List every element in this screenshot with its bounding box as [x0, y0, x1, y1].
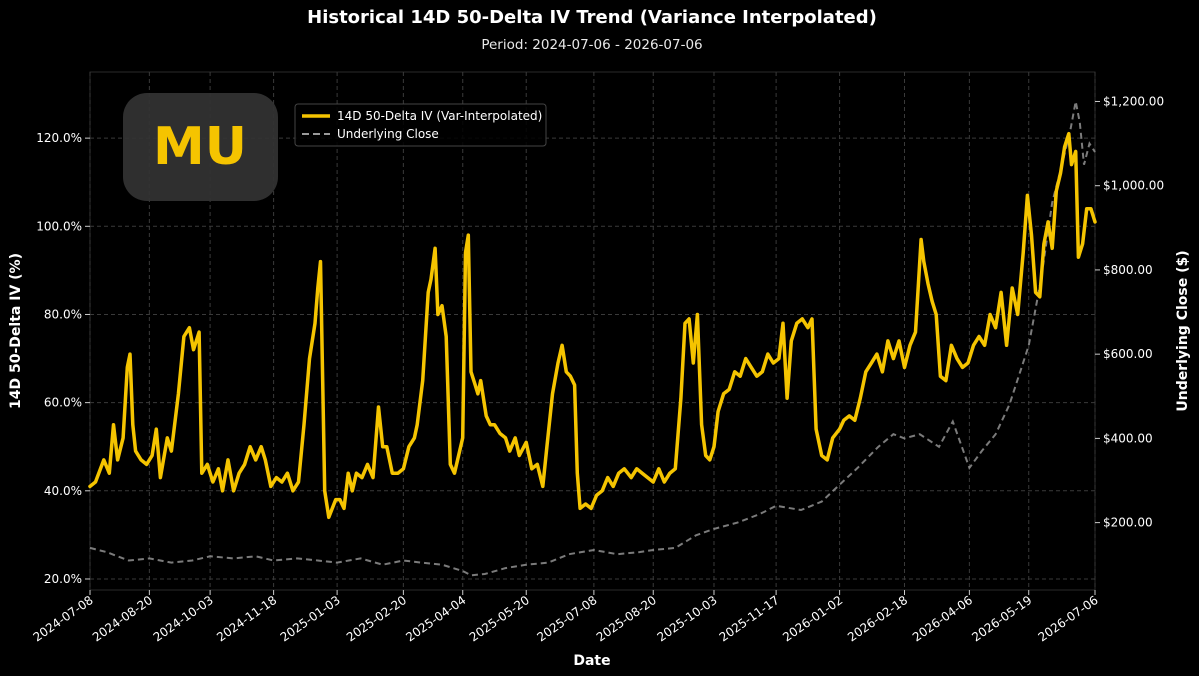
iv-line: [88, 131, 1097, 520]
y2-tick-label: $600.00: [1103, 347, 1153, 361]
y-tick-label: 40.0%: [44, 484, 82, 498]
chart-title: Historical 14D 50-Delta IV Trend (Varian…: [307, 7, 877, 28]
y-tick-label: 20.0%: [44, 572, 82, 586]
y-axis-left-label: 14D 50-Delta IV (%): [8, 253, 24, 409]
y2-tick-label: $400.00: [1103, 431, 1153, 445]
y2-tick-label: $1,000.00: [1103, 179, 1164, 193]
y-tick-label: 100.0%: [36, 219, 82, 233]
underlying-close-line: [89, 101, 1096, 577]
ticker-logo-badge: [123, 93, 278, 201]
ticker-logo-text: MU: [153, 117, 247, 177]
x-axis-label: Date: [573, 653, 610, 669]
x-tick-label: 2025-10-03: [655, 593, 720, 644]
x-axis: 2024-07-082024-08-202024-10-032024-11-18…: [31, 590, 1101, 644]
x-tick-label: 2026-01-02: [780, 593, 845, 644]
y2-tick-label: $800.00: [1103, 263, 1153, 277]
chart-subtitle: Period: 2024-07-06 - 2026-07-06: [481, 37, 702, 53]
x-tick-label: 2026-07-06: [1036, 593, 1101, 644]
x-tick-label: 2025-08-20: [594, 593, 659, 644]
y-axis-left: 20.0% 40.0% 60.0% 80.0% 100.0% 120.0%: [36, 131, 90, 586]
x-tick-label: 2024-07-08: [31, 593, 96, 644]
y-axis-right-label: Underlying Close ($): [1175, 250, 1191, 411]
x-tick-label: 2025-04-04: [403, 593, 468, 644]
y2-tick-label: $1,200.00: [1103, 94, 1164, 108]
ticker-logo: MU: [123, 93, 278, 201]
legend-close-label: Underlying Close: [337, 127, 439, 141]
y2-tick-label: $200.00: [1103, 516, 1153, 530]
y-tick-label: 60.0%: [44, 396, 82, 410]
x-tick-label: 2026-04-06: [910, 593, 975, 644]
y-tick-label: 120.0%: [36, 131, 82, 145]
x-tick-label: 2025-01-03: [278, 593, 343, 644]
legend-iv-label: 14D 50-Delta IV (Var-Interpolated): [337, 109, 542, 123]
x-tick-label: 2025-05-20: [467, 593, 532, 644]
x-tick-label: 2024-11-18: [214, 593, 279, 644]
y-axis-right: $200.00 $400.00 $600.00 $800.00 $1,000.00 $1,…: [1095, 94, 1164, 530]
x-tick-label: 2025-07-08: [534, 593, 599, 644]
x-tick-label: 2026-02-18: [845, 593, 910, 644]
iv-series: [88, 131, 1097, 520]
y-tick-label: 80.0%: [44, 307, 82, 321]
x-tick-label: 2024-08-20: [90, 593, 155, 644]
underlying-close-series: [89, 101, 1096, 577]
x-tick-label: 2025-11-17: [717, 593, 782, 644]
x-tick-label: 2024-10-03: [151, 593, 216, 644]
x-tick-label: 2026-05-19: [969, 593, 1034, 644]
legend: 14D 50-Delta IV (Var-Interpolated) Under…: [294, 103, 547, 147]
x-tick-label: 2025-02-20: [344, 593, 409, 644]
legend-box: [294, 103, 547, 147]
